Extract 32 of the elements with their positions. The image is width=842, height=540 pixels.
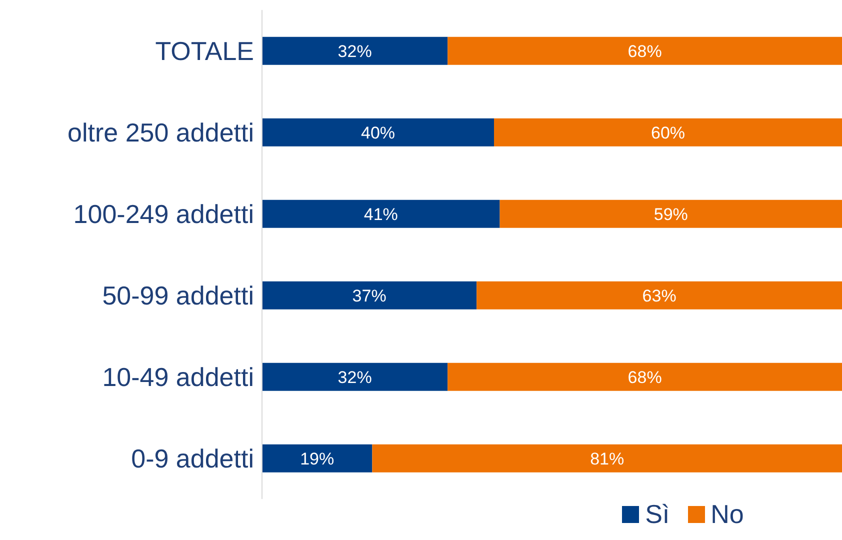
y-tick-label: oltre 250 addetti xyxy=(68,117,254,148)
data-label: 59% xyxy=(654,204,688,224)
y-tick-label: 10-49 addetti xyxy=(102,362,254,392)
data-label: 19% xyxy=(300,449,334,468)
legend-label: Sì xyxy=(645,499,670,530)
data-label: 32% xyxy=(338,42,372,61)
data-label: 68% xyxy=(628,368,662,387)
bar xyxy=(262,200,500,228)
bar xyxy=(262,36,448,65)
data-label: 37% xyxy=(352,286,386,306)
bar xyxy=(448,36,842,65)
bar xyxy=(262,444,372,472)
data-label: 41% xyxy=(364,204,398,224)
bar xyxy=(448,362,842,391)
bar xyxy=(476,281,842,310)
y-tick-label: TOTALE xyxy=(155,36,254,66)
data-label: 68% xyxy=(628,42,662,61)
data-label: 32% xyxy=(338,368,372,387)
bar xyxy=(262,118,494,146)
y-tick-label: 100-249 addetti xyxy=(73,198,254,229)
data-label: 40% xyxy=(360,123,396,142)
bar xyxy=(494,118,842,146)
data-label: 81% xyxy=(590,449,624,468)
bar xyxy=(500,200,842,228)
bar xyxy=(262,281,477,310)
bar xyxy=(372,444,842,472)
y-tick-label: 50-99 addetti xyxy=(102,280,254,310)
bar xyxy=(262,362,448,391)
data-label: 60% xyxy=(650,123,686,142)
y-tick-label: 0-9 addetti xyxy=(131,443,254,474)
data-label: 63% xyxy=(642,286,676,306)
legend-label: No xyxy=(710,499,744,530)
